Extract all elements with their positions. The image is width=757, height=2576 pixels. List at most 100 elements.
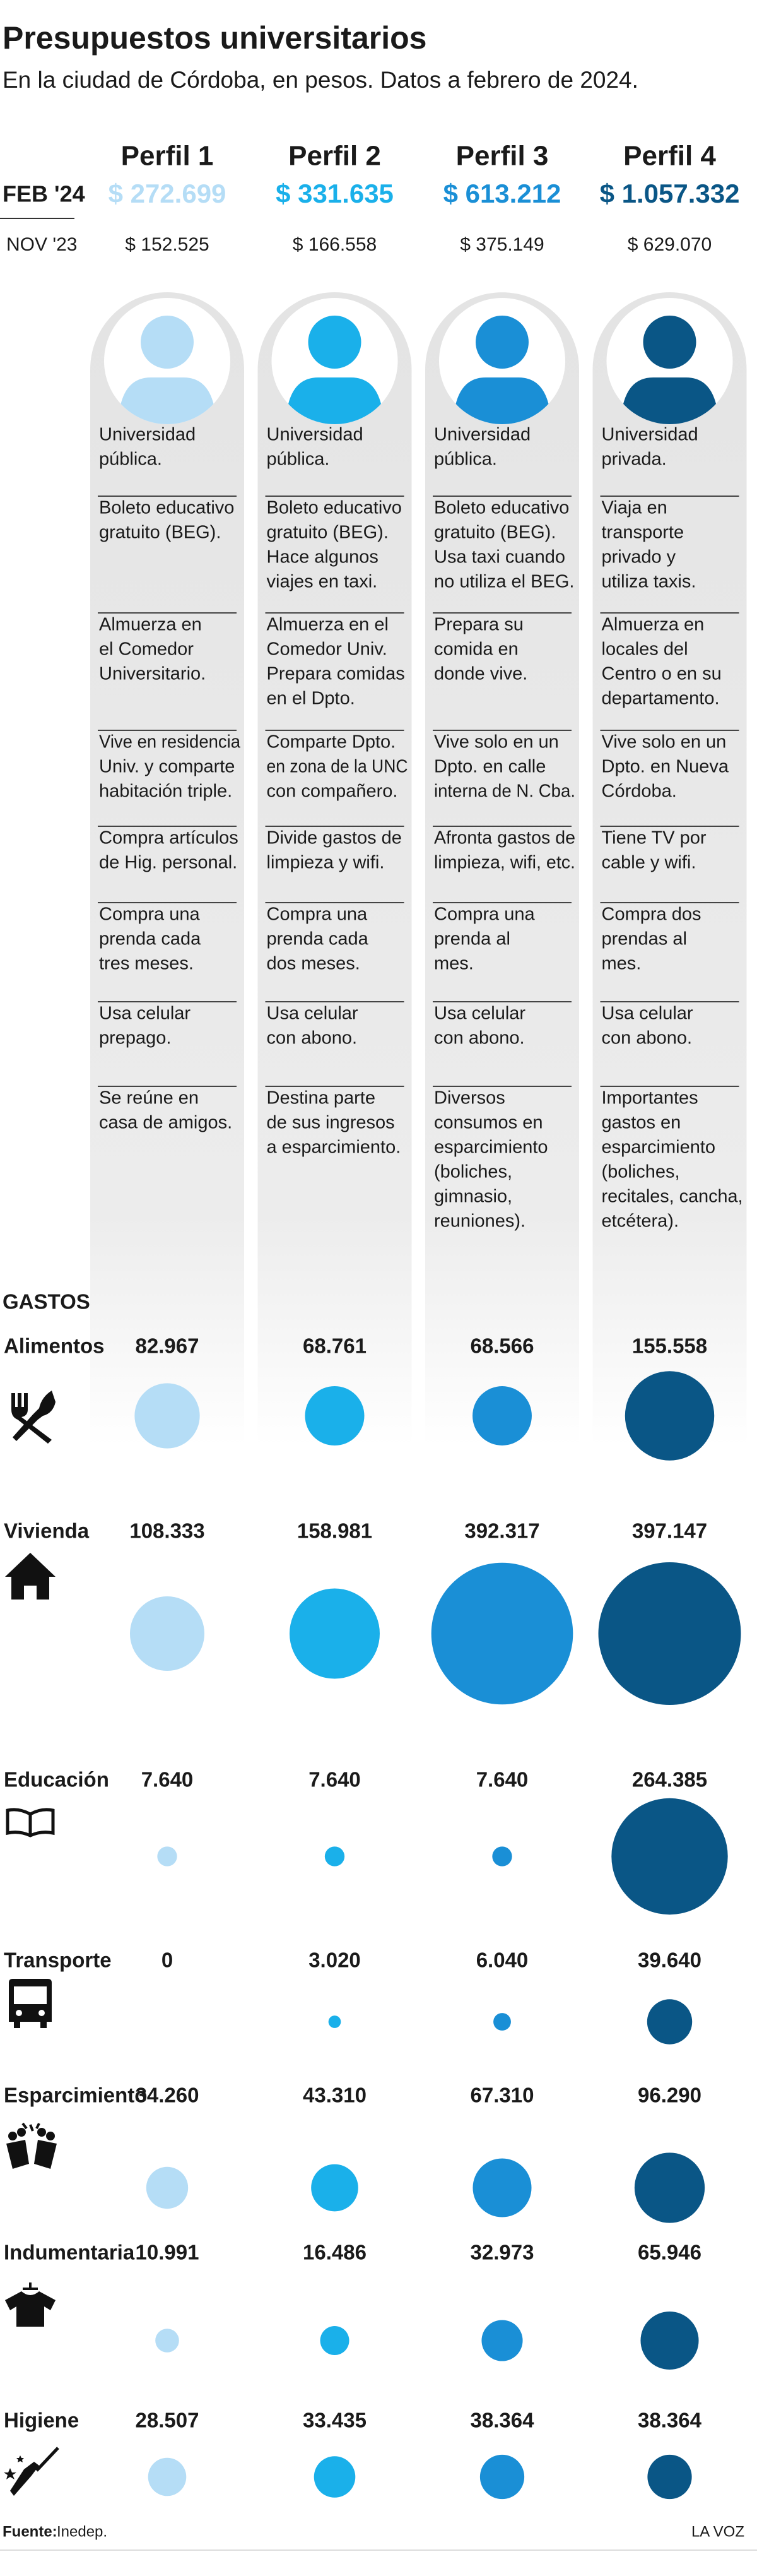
value-label: 96.290 — [638, 2084, 701, 2107]
description-line: de Hig. personal. — [99, 853, 237, 873]
profile-card — [425, 292, 579, 1445]
expense-name: Alimentos — [4, 1334, 105, 1358]
description-line: donde vive. — [434, 664, 527, 684]
description-line: dos meses. — [267, 954, 360, 974]
bubble — [647, 1999, 693, 2045]
description-line: en zona de la UNC — [267, 757, 408, 777]
description-line: Vive en residencia — [99, 732, 241, 752]
description-line: Compra una — [99, 905, 200, 925]
avatar-body — [118, 377, 216, 424]
description-line: Vive solo en un — [602, 732, 727, 752]
bubble — [472, 1386, 532, 1445]
description-line: (boliches, — [434, 1162, 512, 1182]
description-line: limpieza y wifi. — [267, 853, 385, 873]
feb-label: FEB '24 — [3, 181, 85, 207]
description-line: pública. — [267, 449, 330, 470]
value-label: 68.566 — [471, 1334, 534, 1358]
description-line: Destina parte — [267, 1088, 376, 1108]
expense-name: Educación — [4, 1768, 109, 1791]
description-line: de sus ingresos — [267, 1113, 395, 1133]
bubble — [134, 1383, 200, 1449]
profile-name: Perfil 3 — [456, 141, 549, 172]
description-line: etcétera). — [602, 1211, 679, 1232]
bubble — [146, 2166, 189, 2209]
description-line: locales del — [602, 639, 688, 660]
icon-book — [6, 1808, 55, 1837]
description-line: Compra una — [434, 905, 535, 925]
nov23-price: $ 152.525 — [125, 234, 209, 255]
subtitle: En la ciudad de Córdoba, en pesos. Datos… — [3, 67, 638, 93]
description-line: Usa celular — [267, 1004, 358, 1024]
description-line: con abono. — [434, 1028, 525, 1048]
icon-house — [5, 1553, 56, 1600]
profile-card — [90, 292, 244, 1445]
avatar-body — [453, 377, 551, 424]
description-line: Importantes — [602, 1088, 698, 1108]
description-line: Tiene TV por — [602, 828, 707, 848]
description-line: Córdoba. — [602, 781, 677, 802]
feb24-price: $ 1.057.332 — [600, 179, 740, 208]
avatar-head — [141, 316, 194, 369]
description-line: Boleto educativo — [267, 498, 402, 518]
expense-name: Higiene — [4, 2409, 79, 2432]
value-label: 32.973 — [471, 2241, 534, 2264]
bubble — [305, 1386, 365, 1446]
value-label: 28.507 — [136, 2409, 199, 2432]
description-line: Usa taxi cuando — [434, 547, 565, 567]
description-line: tres meses. — [99, 954, 194, 974]
description-line: utiliza taxis. — [602, 572, 696, 592]
value-label: 16.486 — [303, 2241, 367, 2264]
description-line: Almuerza en el — [267, 615, 389, 635]
description-line: Almuerza en — [99, 615, 202, 635]
bubble — [647, 2454, 692, 2500]
description-line: cable y wifi. — [602, 853, 696, 873]
value-label: 82.967 — [136, 1334, 199, 1358]
description-line: gratuito (BEG). — [99, 523, 221, 543]
bubble — [129, 1596, 205, 1671]
value-label: 392.317 — [464, 1519, 539, 1543]
description-line: consumos en — [434, 1113, 543, 1133]
bubble — [290, 1588, 380, 1679]
description-line: interna de N. Cba. — [434, 781, 575, 802]
bubble — [640, 2311, 699, 2370]
description-line: gratuito (BEG). — [267, 523, 389, 543]
profile-cards — [90, 292, 747, 1445]
icon-shirt — [5, 2282, 56, 2327]
value-label: 43.310 — [303, 2084, 367, 2107]
expense-name: Transporte — [4, 1949, 112, 1972]
description-line: limpieza, wifi, etc. — [434, 853, 575, 873]
bubble — [155, 2329, 179, 2353]
description-line: Hace algunos — [267, 547, 378, 567]
value-label: 10.991 — [136, 2241, 199, 2264]
bubble — [320, 2325, 349, 2356]
description-line: mes. — [602, 954, 642, 974]
description-line: prendas al — [602, 929, 687, 949]
profile-card — [592, 292, 747, 1445]
bubble — [328, 2015, 341, 2028]
description-line: el Comedor — [99, 639, 194, 660]
value-label: 38.364 — [638, 2409, 702, 2432]
nov23-price: $ 375.149 — [460, 234, 544, 255]
description-line: pública. — [434, 449, 497, 470]
description-line: Usa celular — [434, 1004, 525, 1024]
description-line: privada. — [602, 449, 667, 470]
description-line: Almuerza en — [602, 615, 705, 635]
description-line: Dpto. en calle — [434, 757, 546, 777]
description-line: Boleto educativo — [99, 498, 234, 518]
description-line: Universidad — [602, 425, 698, 445]
bubble — [157, 1846, 177, 1867]
description-line: prenda al — [434, 929, 510, 949]
feb24-price: $ 272.699 — [109, 179, 226, 208]
value-label: 65.946 — [638, 2241, 701, 2264]
profile-name: Perfil 4 — [623, 141, 716, 172]
avatar-head — [308, 316, 361, 369]
description-line: casa de amigos. — [99, 1113, 232, 1133]
expense-name: Indumentaria — [4, 2241, 135, 2264]
description-line: Compra una — [267, 905, 368, 925]
description-line: esparcimiento — [434, 1137, 548, 1158]
description-line: Universitario. — [99, 664, 206, 684]
value-label: 397.147 — [632, 1519, 707, 1543]
description-line: gastos en — [602, 1113, 681, 1133]
